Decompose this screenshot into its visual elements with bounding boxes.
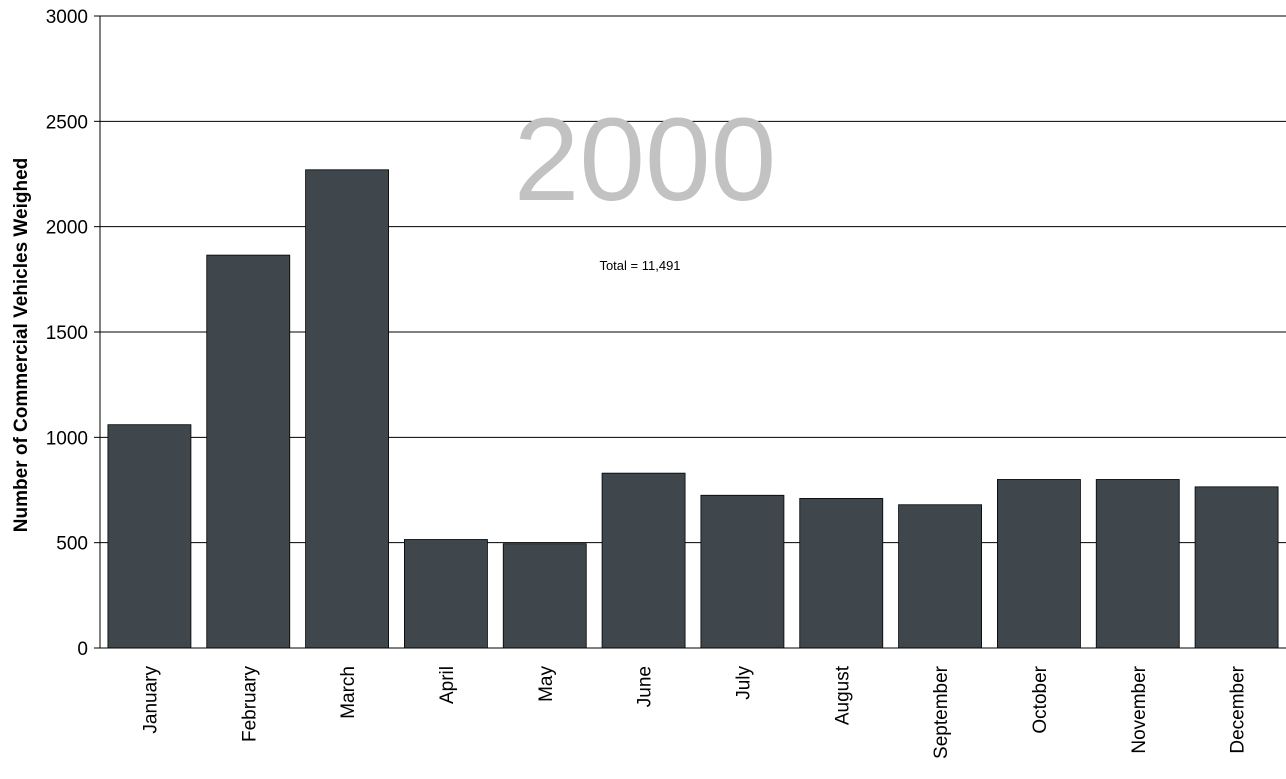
x-tick-label: November [1129, 665, 1150, 753]
y-tick-label: 2000 [46, 218, 88, 239]
grid-layer [100, 15, 1286, 544]
bar-november [1095, 479, 1180, 649]
bar-february [206, 254, 291, 649]
bar-july [700, 494, 785, 649]
x-tick-label: April [437, 666, 458, 704]
x-tick-label: June [635, 666, 656, 707]
bar-june [601, 472, 686, 649]
x-tick-label: July [733, 666, 754, 700]
y-tick-label: 1500 [46, 323, 88, 344]
x-tick-label: January [140, 666, 161, 734]
x-tick-labels: January February March April May June July Augu… [140, 665, 1248, 759]
chart-title: 2000 [514, 94, 777, 226]
bar-april [404, 539, 488, 649]
bar-october [997, 479, 1081, 649]
x-tick-label: September [931, 665, 952, 759]
bar-september [898, 504, 982, 649]
y-axis-title: Number of Commercial Vehicles Weighed [11, 158, 32, 532]
y-tick-label: 2500 [46, 112, 88, 133]
y-tick-label: 3000 [46, 7, 88, 28]
bar-may [502, 543, 587, 649]
bar-january [107, 424, 192, 649]
bars-layer [107, 169, 1279, 649]
y-tick-labels: 0 500 1000 1500 2000 2500 3000 [46, 7, 88, 660]
bar-december [1194, 486, 1279, 649]
x-tick-label: August [832, 665, 853, 725]
y-tick-label: 0 [77, 639, 88, 660]
bar-march [305, 169, 389, 649]
y-tick-label: 500 [56, 534, 88, 555]
x-tick-label: March [338, 666, 359, 719]
x-tick-label: October [1030, 665, 1051, 733]
bar-august [799, 498, 884, 649]
total-annotation: Total = 11,491 [599, 258, 680, 273]
x-tick-label: May [536, 666, 557, 702]
axis-layer [94, 15, 1286, 649]
x-tick-label: December [1228, 665, 1249, 753]
y-tick-label: 1000 [46, 428, 88, 449]
x-tick-label: February [239, 666, 260, 743]
